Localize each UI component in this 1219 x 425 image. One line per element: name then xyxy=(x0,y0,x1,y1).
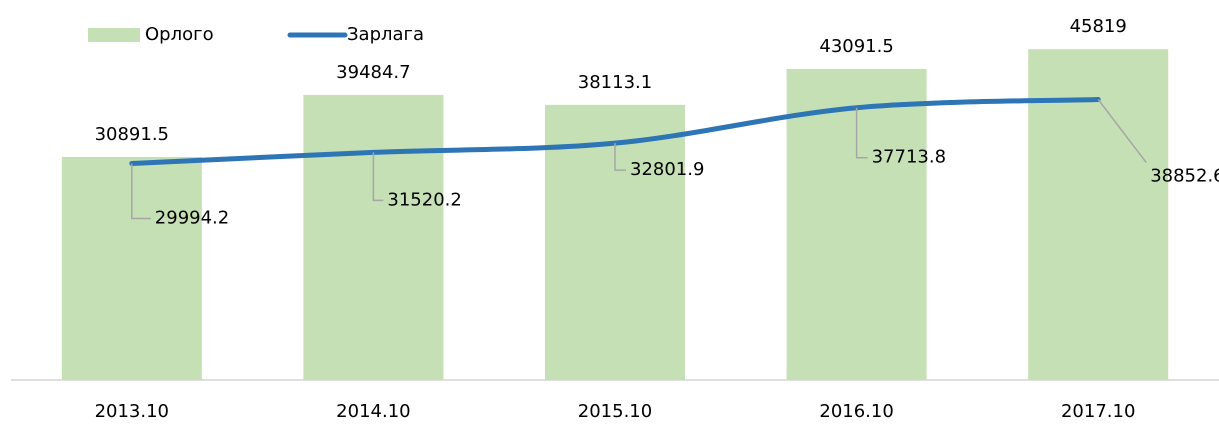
x-tick-label: 2017.10 xyxy=(1061,401,1135,422)
x-tick-label: 2015.10 xyxy=(578,401,652,422)
leader-line xyxy=(1097,99,1147,163)
line-value-label: 32801.9 xyxy=(630,159,704,180)
bar xyxy=(1028,49,1169,380)
legend-swatch xyxy=(88,28,140,42)
line-value-label: 38852.6 xyxy=(1150,165,1219,186)
bar-value-label: 45819 xyxy=(1070,16,1127,37)
legend-label: Орлого xyxy=(145,24,214,45)
bar-value-label: 39484.7 xyxy=(336,62,410,83)
x-tick-label: 2016.10 xyxy=(819,401,893,422)
legend-label: Зарлага xyxy=(347,24,424,45)
x-tick-label: 2013.10 xyxy=(95,401,169,422)
leader-line xyxy=(372,152,384,202)
leader-line xyxy=(131,163,151,220)
bar xyxy=(303,94,444,380)
line-value-label: 29994.2 xyxy=(155,207,229,228)
bar-value-label: 38113.1 xyxy=(578,72,652,93)
leader-line xyxy=(614,143,626,171)
bar-value-label: 30891.5 xyxy=(95,124,169,145)
leader-line xyxy=(855,107,868,159)
line xyxy=(129,96,1101,166)
bar-value-label: 43091.5 xyxy=(819,36,893,57)
line-value-label: 31520.2 xyxy=(387,189,461,210)
line-value-label: 37713.8 xyxy=(872,147,946,168)
x-tick-label: 2014.10 xyxy=(336,401,410,422)
